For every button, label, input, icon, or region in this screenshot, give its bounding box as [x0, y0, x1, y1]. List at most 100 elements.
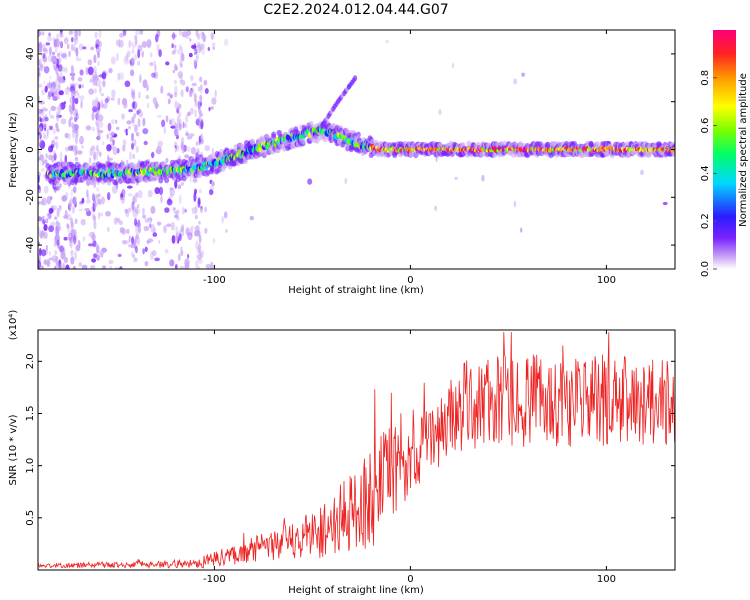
- noise-speck: [38, 203, 42, 207]
- noise-streak: [91, 126, 95, 132]
- noise-speck: [70, 229, 74, 236]
- noise-speck: [100, 99, 104, 109]
- noise-speck: [520, 227, 523, 233]
- noise-speck: [104, 97, 109, 104]
- noise-speck: [188, 133, 195, 137]
- noise-speck: [193, 51, 198, 55]
- noise-speck: [204, 145, 211, 152]
- noise-streak: [193, 59, 197, 67]
- noise-speck: [143, 225, 150, 232]
- noise-speck: [203, 79, 208, 86]
- noise-streak: [194, 109, 198, 118]
- noise-streak: [173, 47, 177, 53]
- noise-speck: [184, 262, 190, 269]
- noise-speck: [65, 264, 70, 269]
- noise-streak: [133, 139, 137, 147]
- noise-speck: [50, 30, 56, 34]
- noise-speck: [184, 114, 189, 124]
- noise-streak: [199, 110, 203, 118]
- noise-speck: [157, 114, 162, 118]
- noise-speck: [185, 132, 190, 137]
- noise-speck: [115, 119, 118, 124]
- noise-streak: [57, 82, 61, 92]
- noise-speck: [195, 225, 200, 232]
- noise-streak: [95, 242, 99, 249]
- noise-speck: [106, 133, 110, 140]
- noise-speck: [111, 185, 118, 194]
- noise-speck: [142, 214, 147, 219]
- noise-speck: [52, 51, 55, 56]
- noise-speck: [125, 128, 129, 136]
- noise-speck: [78, 262, 83, 267]
- noise-streak: [174, 100, 178, 109]
- y-tick-label: 2.0: [25, 353, 36, 369]
- colorbar-tick-label: 0.0: [700, 261, 711, 277]
- noise-speck: [38, 32, 42, 37]
- y-tick-label: 1.0: [25, 458, 36, 474]
- noise-speck: [70, 84, 76, 92]
- noise-streak: [94, 194, 98, 199]
- noise-speck: [141, 41, 148, 48]
- noise-speck: [122, 139, 127, 147]
- noise-speck: [195, 45, 201, 54]
- noise-speck: [110, 119, 115, 125]
- snr-y-ticks: 0.5 1.0 1.5 2.0: [25, 353, 675, 526]
- noise-speck: [185, 130, 189, 136]
- noise-speck: [128, 126, 131, 130]
- noise-speck: [136, 204, 140, 209]
- noise-speck: [154, 257, 160, 262]
- noise-speck: [41, 31, 45, 36]
- noise-speck: [150, 224, 156, 233]
- noise-streak: [97, 60, 100, 67]
- noise-speck: [124, 80, 131, 88]
- noise-speck: [171, 34, 177, 38]
- noise-speck: [165, 61, 170, 66]
- noise-streak: [197, 198, 201, 209]
- noise-speck: [115, 126, 120, 131]
- noise-speck: [48, 109, 51, 116]
- noise-speck: [55, 261, 59, 269]
- branch-speck: [353, 75, 358, 82]
- noise-speck: [102, 265, 107, 269]
- noise-speck: [43, 224, 48, 231]
- noise-speck: [48, 32, 51, 37]
- noise-speck: [52, 33, 58, 38]
- noise-speck: [63, 67, 68, 73]
- noise-streak: [68, 118, 72, 128]
- noise-streak: [54, 234, 58, 243]
- noise-streak: [134, 197, 138, 203]
- noise-speck: [158, 186, 164, 196]
- noise-speck: [42, 124, 48, 129]
- noise-streak: [69, 239, 73, 247]
- noise-speck: [163, 126, 166, 135]
- noise-streak: [75, 35, 79, 45]
- noise-speck: [51, 144, 55, 149]
- noise-speck: [88, 157, 92, 164]
- noise-streak: [196, 148, 200, 158]
- noise-speck: [160, 195, 163, 204]
- noise-speck: [191, 207, 197, 215]
- spectrogram-x-label: Height of straight line (km): [288, 285, 424, 296]
- noise-speck: [190, 228, 193, 236]
- noise-streak: [193, 42, 197, 52]
- noise-speck: [98, 74, 105, 78]
- colorbar-tick-label: 0.8: [700, 70, 711, 86]
- noise-speck: [43, 53, 45, 59]
- noise-speck: [74, 156, 79, 162]
- noise-streak: [55, 88, 59, 98]
- noise-streak: [179, 74, 183, 83]
- noise-streak: [178, 194, 182, 205]
- snr-panel: -100 0 100 0.5 1.0 1.5 2.0 Height of straight…: [8, 310, 676, 596]
- noise-streak: [53, 40, 57, 48]
- noise-speck: [45, 153, 48, 160]
- noise-speck: [185, 86, 189, 93]
- noise-speck: [116, 52, 119, 62]
- noise-streak: [55, 255, 59, 266]
- noise-streak: [131, 57, 135, 63]
- noise-speck: [185, 146, 191, 152]
- noise-streak: [177, 49, 180, 55]
- noise-streak: [174, 85, 178, 95]
- noise-streak: [56, 225, 59, 231]
- noise-speck: [211, 42, 216, 47]
- y-tick-label: 0.5: [25, 510, 36, 526]
